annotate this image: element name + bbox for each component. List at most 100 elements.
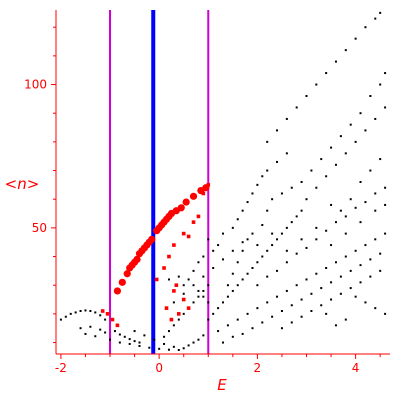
highlighted-point	[181, 297, 186, 302]
data-point	[384, 106, 387, 109]
data-point	[177, 275, 180, 278]
data-point	[344, 215, 347, 218]
data-point	[379, 11, 382, 14]
data-point	[89, 310, 92, 312]
data-point	[320, 287, 323, 290]
data-point	[325, 229, 328, 232]
data-point	[177, 348, 180, 351]
data-point	[241, 249, 244, 252]
data-point	[246, 238, 249, 241]
y-axis-label: <n>	[5, 175, 40, 193]
data-point	[300, 181, 303, 183]
data-point	[182, 292, 185, 295]
data-point	[231, 335, 234, 338]
data-point	[290, 321, 293, 324]
data-point	[305, 95, 308, 97]
highlighted-point	[177, 204, 185, 212]
data-point	[236, 261, 239, 264]
data-point	[325, 312, 328, 315]
x-tick-label: 4	[352, 361, 360, 375]
data-point	[344, 152, 347, 155]
highlighted-point	[126, 264, 134, 272]
data-point	[344, 255, 347, 258]
highlighted-point	[186, 234, 191, 239]
data-point	[133, 330, 136, 333]
highlighted-point	[191, 220, 196, 224]
data-point	[359, 112, 362, 115]
data-point	[320, 158, 323, 161]
data-point	[379, 252, 382, 255]
data-point	[212, 249, 215, 252]
data-point	[285, 289, 288, 292]
data-point	[295, 106, 298, 109]
data-point	[217, 244, 220, 247]
data-point	[354, 140, 357, 143]
data-point	[202, 295, 205, 298]
data-point	[148, 346, 151, 349]
data-point	[251, 232, 254, 235]
highlighted-point	[115, 323, 120, 328]
data-point	[266, 249, 269, 252]
data-point	[369, 169, 372, 172]
data-point	[251, 267, 254, 269]
data-point	[266, 169, 269, 172]
data-point	[256, 261, 259, 264]
data-point	[364, 26, 367, 29]
data-point	[256, 307, 259, 310]
data-point	[99, 328, 102, 331]
data-point	[182, 312, 185, 315]
data-point	[285, 249, 288, 252]
data-point	[94, 335, 97, 338]
data-point	[369, 275, 372, 278]
data-point	[295, 284, 298, 287]
data-point	[290, 186, 293, 189]
data-point	[305, 246, 308, 249]
data-point	[276, 238, 279, 241]
data-point	[276, 129, 279, 132]
data-point	[339, 209, 342, 212]
data-point	[241, 209, 244, 212]
data-point	[226, 324, 229, 327]
data-point	[207, 318, 210, 321]
data-point	[359, 264, 362, 267]
axes	[55, 10, 390, 355]
data-point	[197, 289, 200, 292]
data-point	[266, 209, 269, 212]
data-point	[104, 331, 107, 334]
data-point	[349, 287, 352, 290]
data-point	[226, 295, 229, 298]
data-point	[280, 192, 283, 195]
data-point	[187, 344, 190, 347]
data-point	[354, 206, 357, 209]
data-point	[231, 289, 234, 292]
data-point	[172, 324, 175, 327]
data-point	[330, 146, 333, 149]
highlighted-point	[110, 317, 115, 322]
x-tick-label: 0	[155, 361, 163, 375]
data-point	[212, 267, 215, 269]
background-points	[59, 11, 387, 351]
data-point	[261, 224, 264, 226]
data-point	[359, 221, 362, 224]
data-point	[354, 37, 357, 40]
data-point	[285, 261, 288, 264]
highlighted-point	[196, 214, 201, 219]
data-point	[374, 17, 377, 20]
highlighted-point	[172, 289, 176, 293]
data-point	[300, 298, 303, 301]
data-point	[384, 232, 387, 235]
highlighted-points	[100, 183, 211, 328]
data-point	[300, 315, 303, 318]
data-point	[94, 311, 97, 314]
data-point	[163, 342, 166, 345]
highlighted-point	[160, 218, 168, 226]
highlighted-point	[162, 266, 166, 270]
data-point	[89, 325, 92, 328]
data-point	[290, 304, 293, 307]
data-point	[315, 226, 318, 229]
highlighted-point	[167, 254, 171, 259]
data-point	[256, 284, 259, 287]
data-point	[182, 284, 185, 287]
data-point	[379, 83, 382, 86]
data-point	[261, 255, 264, 258]
